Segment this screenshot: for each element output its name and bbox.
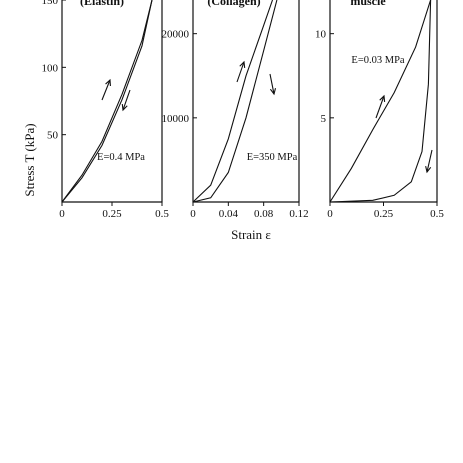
y-tick-label: 150 xyxy=(42,0,59,7)
series-line-loading xyxy=(192,0,274,203)
y-axis-title: Stress T (kPa) xyxy=(22,123,37,196)
unloading-arrow-icon xyxy=(426,149,433,173)
arrowhead xyxy=(425,166,432,174)
series-line-unloading xyxy=(329,0,432,203)
panel-2: 0 0.04 0.08 0.12 10000 20000 (Collagen) E=350 M… xyxy=(162,0,309,220)
x-tick-label: 0.04 xyxy=(219,208,239,220)
panel-title: muscle xyxy=(350,0,386,8)
axis-frame xyxy=(61,0,163,203)
x-tick-label: 0.25 xyxy=(102,208,122,220)
modulus-annotation: E=350 MPa xyxy=(247,152,298,163)
x-tick-label: 0.5 xyxy=(430,208,444,220)
unloading-arrow-icon xyxy=(122,89,131,111)
unloading-arrow-icon xyxy=(269,73,275,95)
series-line-unloading xyxy=(192,0,278,203)
x-tick-label: 0 xyxy=(190,208,196,220)
arrowhead xyxy=(379,94,386,103)
panel-1: 0 0.25 0.5 50 100 150 (Elastin) E=0.4 MPa xyxy=(42,0,169,220)
modulus-annotation: E=0.4 MPa xyxy=(97,152,145,163)
y-tick-label: 20000 xyxy=(162,29,190,41)
panel-3: 0 0.25 0.5 5 10 muscle E=0.03 MPa xyxy=(315,0,444,220)
series-line-unloading xyxy=(61,0,153,203)
x-tick-label: 0 xyxy=(59,208,65,220)
x-tick-label: 0.25 xyxy=(374,208,394,220)
x-tick-label: 0.08 xyxy=(254,208,274,220)
loading-arrow-icon xyxy=(101,79,111,101)
arrowhead xyxy=(121,103,128,112)
loading-arrow-icon xyxy=(236,61,245,83)
series-line-loading xyxy=(329,0,432,203)
y-tick-label: 100 xyxy=(42,62,59,74)
loading-arrow-icon xyxy=(375,95,385,119)
x-tick-label: 0.12 xyxy=(289,208,308,220)
series-line-loading xyxy=(61,0,153,203)
panel-title: (Elastin) xyxy=(80,0,124,8)
panel-title: (Collagen) xyxy=(207,0,260,8)
x-tick-label: 0.5 xyxy=(155,208,169,220)
modulus-annotation: E=0.03 MPa xyxy=(351,55,405,66)
y-tick-label: 10 xyxy=(315,29,327,41)
axis-frame xyxy=(192,0,300,203)
x-axis-title: Strain ε xyxy=(231,227,271,242)
y-tick-label: 5 xyxy=(321,113,327,125)
y-tick-label: 10000 xyxy=(162,113,190,125)
y-tick-label: 50 xyxy=(47,130,59,142)
arrowhead xyxy=(105,78,111,87)
arrowhead xyxy=(239,60,246,69)
arrowhead xyxy=(269,88,277,96)
x-tick-label: 0 xyxy=(327,208,333,220)
